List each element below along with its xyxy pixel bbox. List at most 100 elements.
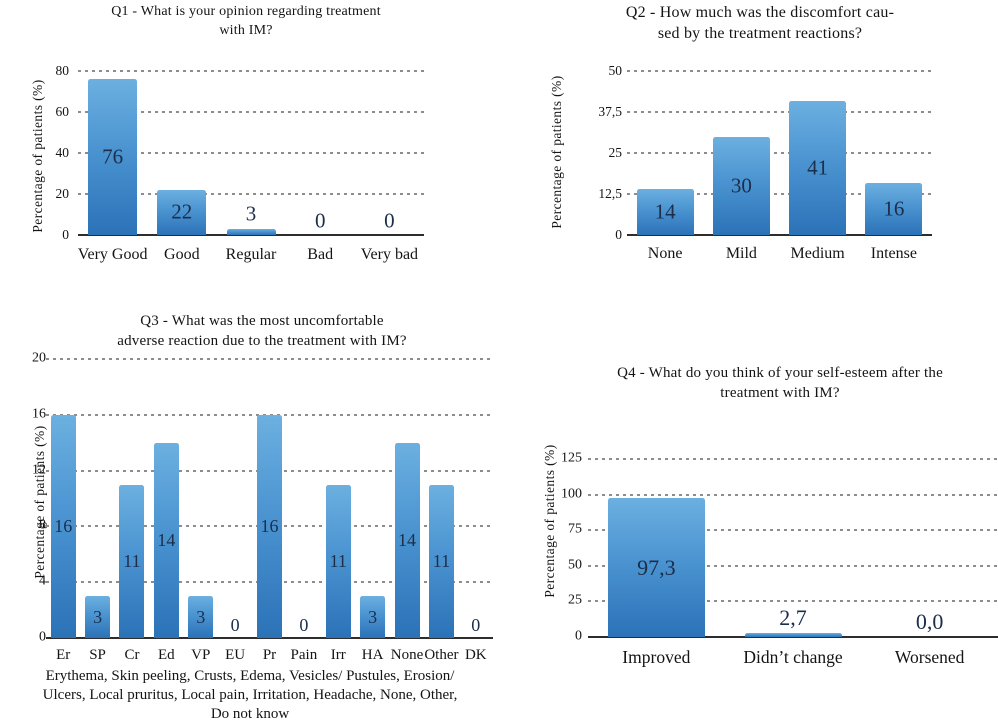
bar-value-label: 0	[230, 615, 240, 635]
y-tick-label: 12,5	[598, 185, 622, 201]
y-tick-label: 25	[568, 593, 582, 609]
bar-intense	[865, 182, 923, 235]
gridline	[78, 111, 424, 113]
y-tick-label: 125	[561, 450, 582, 466]
x-category-label: Pain	[290, 647, 318, 663]
y-tick-label: 16	[32, 406, 46, 422]
x-category-label: DK	[464, 647, 487, 663]
x-category-label: HA	[361, 647, 384, 663]
gridline	[627, 70, 932, 72]
gridline	[46, 358, 493, 360]
chart-q3-footnote: Erythema, Skin peeling, Crusts, Edema, V…	[42, 668, 458, 722]
bar-other	[428, 484, 454, 638]
y-tick-label: 0	[575, 628, 582, 644]
bar-value-label: 0	[471, 615, 481, 635]
x-category-label: Good	[164, 246, 200, 263]
x-category-label: Other	[424, 647, 459, 663]
bar-good	[157, 189, 207, 235]
y-tick-label: 37,5	[598, 103, 622, 119]
bar-irr	[325, 484, 351, 638]
bar-value-label: 0	[314, 208, 326, 232]
bar-value-label: 16	[54, 516, 73, 537]
y-tick-label: 50	[568, 557, 582, 573]
x-category-label: Mild	[725, 245, 757, 262]
bar-value-label: 41	[807, 155, 829, 180]
x-category-label: Didn’t change	[743, 647, 843, 667]
bar-value-label: 16	[883, 196, 905, 221]
bar-value-label: 3	[245, 201, 257, 226]
y-tick-label: 20	[32, 350, 46, 366]
y-tick-label: 12	[32, 462, 46, 478]
y-tick-label: 100	[561, 486, 582, 502]
x-category-label: None	[390, 647, 424, 663]
bar-value-label: 76	[102, 144, 124, 169]
x-category-label: Ed	[158, 647, 175, 663]
y-tick-label: 4	[39, 573, 46, 589]
gridline	[627, 152, 932, 154]
bar-value-label: 14	[398, 530, 417, 551]
chart-q4-y-axis-label: Percentage of patients (%)	[542, 444, 557, 598]
bar-improved	[607, 498, 705, 637]
bar-value-label: 2,7	[779, 605, 807, 631]
x-category-label: SP	[89, 647, 106, 663]
bar-value-label: 11	[123, 551, 141, 572]
y-tick-label: 40	[55, 144, 70, 160]
x-category-label: Very bad	[360, 246, 419, 263]
gridline	[588, 564, 998, 567]
x-category-label: Medium	[790, 245, 845, 262]
gridline	[627, 111, 932, 113]
bar-er	[50, 414, 76, 638]
bar-value-label: 14	[157, 530, 176, 551]
bar-value-label: 0	[384, 208, 395, 232]
y-tick-label: 80	[55, 62, 70, 78]
x-category-label: None	[647, 245, 683, 262]
x-category-label: Cr	[124, 647, 140, 663]
chart-q3-title: Q3 - What was the most uncomfortable adv…	[117, 313, 407, 349]
gridline	[627, 193, 932, 195]
y-tick-label: 0	[39, 629, 46, 645]
gridline	[78, 70, 424, 72]
gridline	[78, 152, 424, 154]
y-tick-label: 75	[568, 521, 582, 537]
x-category-label: Improved	[622, 647, 691, 667]
bar-very-good	[88, 79, 138, 235]
gridline	[78, 193, 424, 195]
x-category-label: Pr	[262, 647, 277, 663]
chart-q1-title: Q1 - What is your opinion regarding trea…	[111, 4, 381, 38]
bar-medium	[789, 100, 847, 235]
gridline	[588, 493, 998, 496]
bar-value-label: 11	[329, 551, 347, 572]
gridline	[588, 529, 998, 532]
bar-didn-t-change	[744, 633, 842, 637]
bar-regular	[226, 228, 276, 235]
gridline	[588, 458, 998, 460]
bar-value-label: 3	[93, 607, 103, 628]
bar-cr	[119, 484, 145, 638]
bar-value-label: 30	[730, 173, 752, 198]
x-category-label: Bad	[307, 246, 334, 263]
x-category-label: Irr	[330, 647, 346, 663]
bar-none	[636, 189, 694, 235]
bar-pr	[257, 414, 282, 638]
x-category-label: Worsened	[894, 647, 965, 667]
bar-value-label: 22	[171, 199, 193, 224]
x-category-label: EU	[225, 647, 246, 663]
y-tick-label: 50	[608, 62, 623, 78]
chart-q4-title: Q4 - What do you think of your self-este…	[617, 365, 943, 401]
y-tick-label: 8	[39, 518, 46, 534]
bar-value-label: 16	[260, 516, 279, 537]
y-tick-label: 60	[55, 103, 70, 119]
x-axis-line	[627, 233, 932, 237]
x-category-label: Er	[56, 647, 71, 663]
bar-none	[394, 442, 420, 638]
gridline	[588, 600, 998, 603]
bar-ed	[153, 442, 179, 638]
y-tick-label: 0	[615, 226, 622, 242]
bar-value-label: 14	[654, 199, 676, 224]
bar-value-label: 3	[196, 607, 206, 628]
